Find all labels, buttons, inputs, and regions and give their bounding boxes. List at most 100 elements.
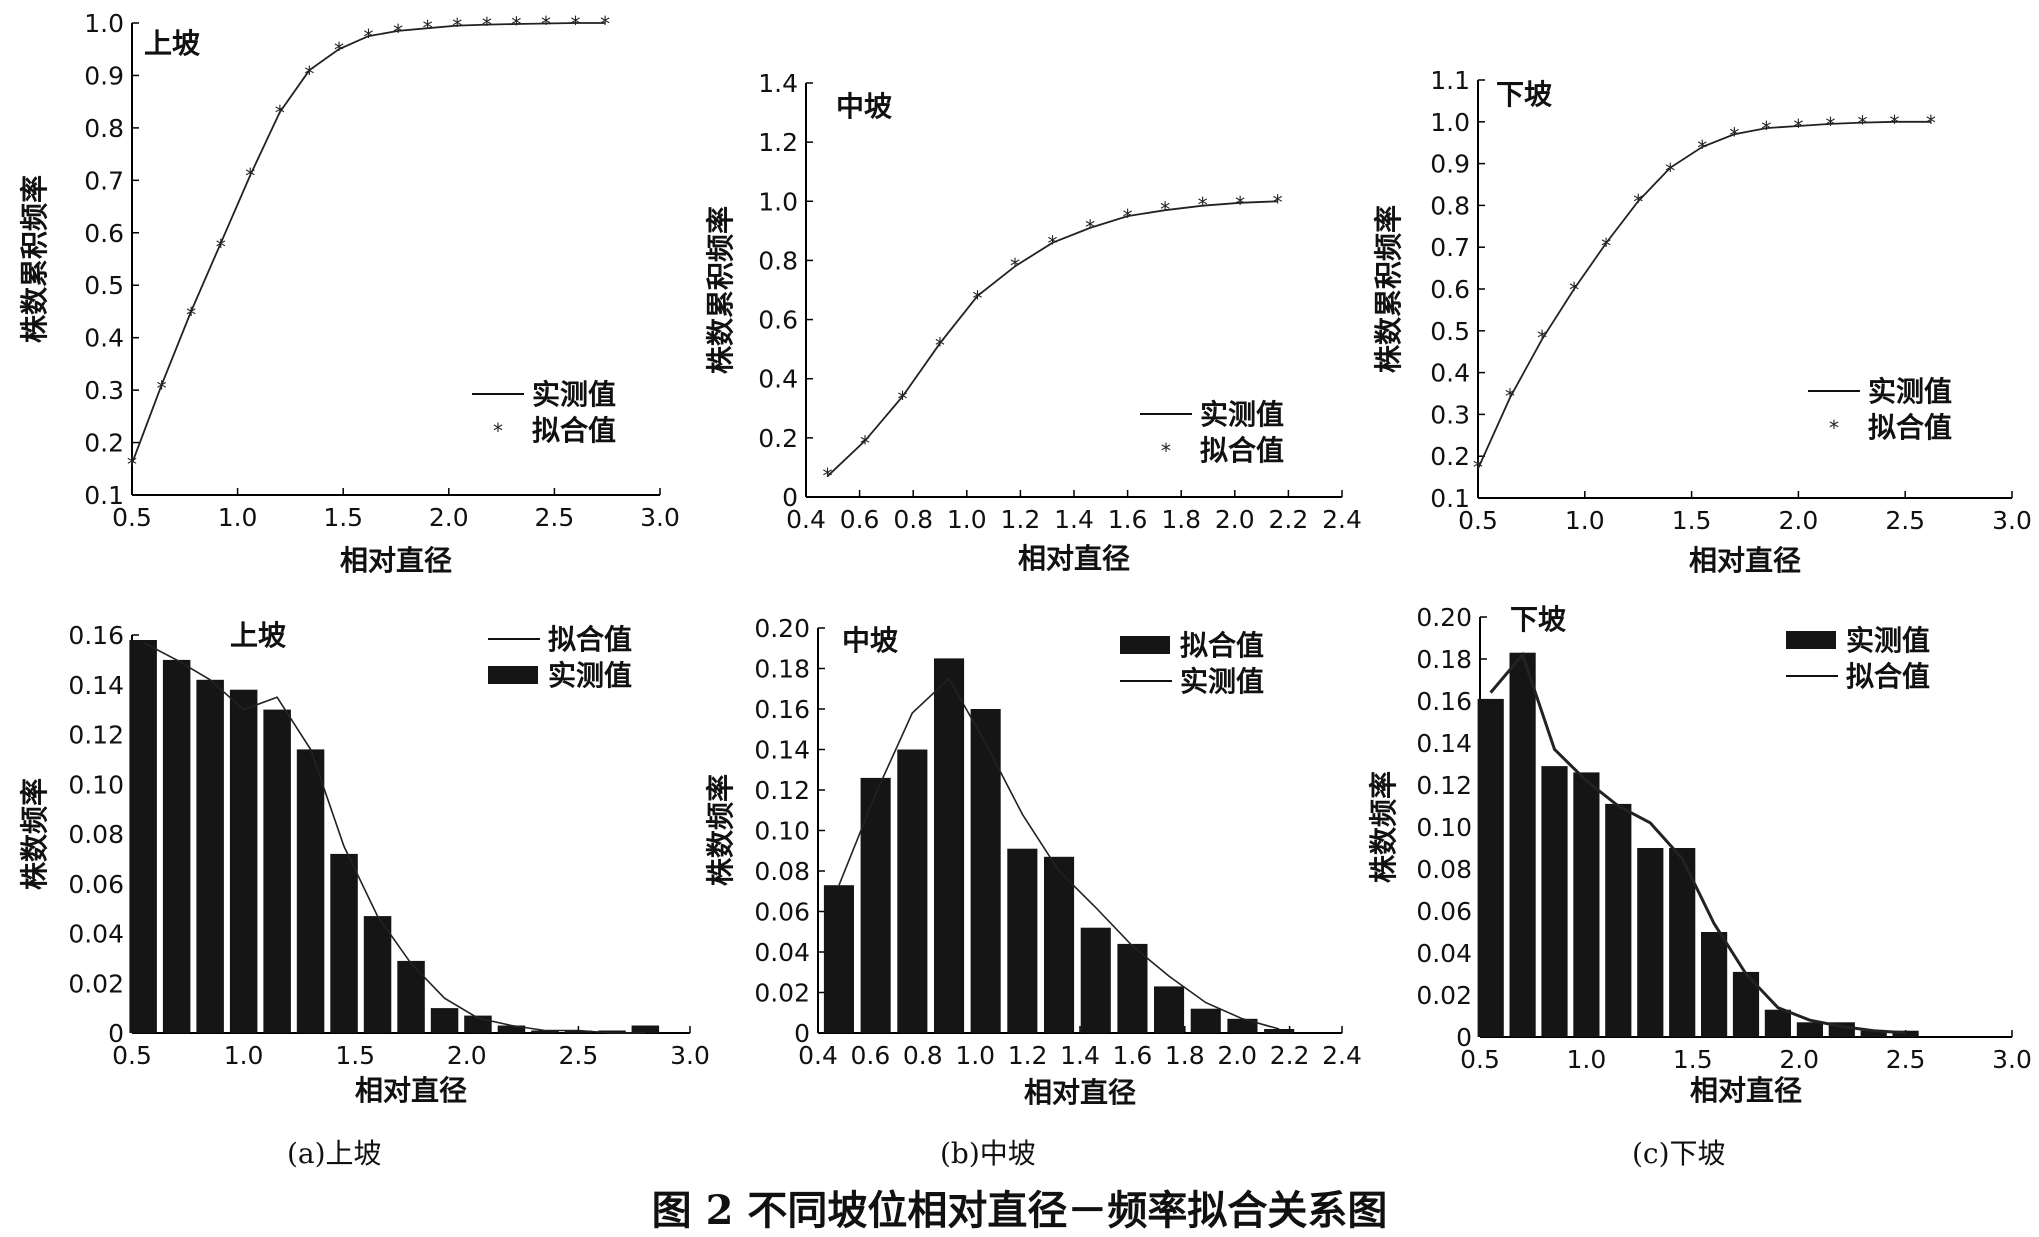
x-tick-label: 1.2 — [1008, 1041, 1048, 1070]
legend-label: 拟合值 — [1868, 411, 1952, 444]
y-tick-label: 0.02 — [1416, 981, 1472, 1010]
bar — [1044, 856, 1075, 1033]
y-tick-label: 0 — [782, 483, 798, 512]
panel-title: 上坡 — [230, 619, 286, 652]
y-tick-label: 0.2 — [1430, 442, 1470, 471]
data-point: * — [1048, 232, 1058, 256]
y-tick-label: 1.0 — [758, 187, 798, 216]
y-tick-label: 0.10 — [1416, 813, 1472, 842]
legend-label: 实测值 — [532, 378, 616, 411]
x-tick-label: 2.5 — [1885, 506, 1925, 535]
x-tick-label: 3.0 — [670, 1041, 710, 1070]
x-tick-label: 1.4 — [1054, 505, 1094, 534]
y-tick-label: 1.2 — [758, 128, 798, 157]
y-tick-label: 1.4 — [758, 69, 798, 98]
data-point: * — [186, 303, 196, 327]
bar — [1892, 1030, 1919, 1037]
data-point: * — [1633, 190, 1643, 214]
y-tick-label: 0.2 — [758, 424, 798, 453]
x-tick-label: 1.5 — [335, 1041, 375, 1070]
bar — [531, 1030, 559, 1033]
legend-label: 实测值 — [1868, 375, 1952, 408]
series-line-拟合值 — [1489, 651, 1906, 1035]
legend-label: 实测值 — [548, 659, 632, 692]
chart-cum-middle: 0.4 0.6 0.8 1.0 1.2 1.4 1.6 1.8 2.0 2.2 2.4 0 0.2 0.4… — [704, 69, 1362, 575]
y-tick-label: 0.4 — [758, 365, 798, 394]
bar — [897, 749, 928, 1033]
x-tick-label: 2.2 — [1269, 505, 1309, 534]
bar — [1796, 1022, 1823, 1037]
x-axis-label: 相对直径 — [1689, 544, 1801, 577]
x-axis-label: 相对直径 — [1024, 1076, 1136, 1109]
legend-label: 拟合值 — [548, 623, 632, 656]
y-tick-label: 0.4 — [84, 324, 124, 353]
data-point: * — [275, 101, 285, 125]
panel-title: 下坡 — [1496, 78, 1552, 111]
subcaption-a: (a)上坡 — [287, 1137, 382, 1170]
bar — [1701, 932, 1728, 1037]
data-point: * — [1010, 254, 1020, 278]
y-tick-label: 0 — [794, 1019, 810, 1048]
bar — [430, 1008, 459, 1033]
subcaption-c: (c)下坡 — [1632, 1137, 1726, 1170]
y-tick-label: 0.06 — [1416, 897, 1472, 926]
y-tick-label: 0.20 — [1416, 603, 1472, 632]
data-point: * — [1273, 190, 1283, 214]
data-point: * — [1697, 136, 1707, 160]
panel-title: 中坡 — [836, 90, 892, 123]
y-tick-label: 0.08 — [754, 857, 810, 886]
data-point: * — [452, 14, 462, 38]
y-tick-label: 0 — [108, 1019, 124, 1048]
x-tick-label: 1.6 — [1113, 1041, 1153, 1070]
data-point: * — [541, 12, 551, 36]
y-tick-label: 0.14 — [1416, 729, 1472, 758]
bar — [1190, 1008, 1221, 1033]
bar — [598, 1030, 626, 1033]
data-point: * — [1857, 112, 1867, 136]
x-tick-label: 2.0 — [1217, 1041, 1257, 1070]
y-tick-label: 0.12 — [68, 721, 124, 750]
y-tick-label: 0.14 — [754, 736, 810, 765]
y-tick-label: 0.04 — [68, 920, 124, 949]
bar — [363, 916, 392, 1033]
panel-title: 上坡 — [144, 27, 200, 60]
x-tick-label: 2.5 — [1886, 1045, 1926, 1074]
y-tick-label: 0.08 — [68, 820, 124, 849]
bar — [1117, 943, 1148, 1033]
x-tick-label: 2.2 — [1270, 1041, 1310, 1070]
x-tick-label: 1.8 — [1161, 505, 1201, 534]
x-tick-label: 1.5 — [1672, 506, 1712, 535]
x-tick-label: 0.5 — [1460, 1045, 1500, 1074]
y-tick-label: 0.10 — [754, 817, 810, 846]
y-tick-label: 0.8 — [758, 246, 798, 275]
chart-freq-upper: 0.5 1.0 1.5 2.0 2.5 3.0 0 0.02 0.04 0.06 0.08 0.10 0… — [18, 619, 710, 1107]
figure-caption: 图 2 不同坡位相对直径－频率拟合关系图 — [651, 1187, 1388, 1234]
y-tick-label: 0.18 — [1416, 645, 1472, 674]
data-point: * — [860, 431, 870, 455]
y-tick-label: 0.5 — [84, 271, 124, 300]
x-tick-label: 2.0 — [1779, 1045, 1819, 1074]
legend-swatch-marker: * — [493, 419, 503, 443]
x-tick-label: 1.8 — [1165, 1041, 1205, 1070]
bar — [1764, 1009, 1791, 1037]
data-point: * — [1505, 385, 1515, 409]
legend: 实测值 * 拟合值 — [472, 378, 616, 447]
x-tick-label: 3.0 — [1992, 506, 2032, 535]
legend-swatch-marker: * — [1161, 439, 1171, 463]
data-point: * — [1926, 111, 1936, 135]
y-axis-label: 株数累积频率 — [704, 206, 737, 374]
y-tick-label: 0.12 — [1416, 771, 1472, 800]
x-tick-label: 1.0 — [947, 505, 987, 534]
y-tick-label: 0.9 — [84, 61, 124, 90]
y-tick-label: 1.1 — [1430, 66, 1470, 95]
bar — [860, 777, 891, 1033]
y-tick-label: 0.10 — [68, 770, 124, 799]
panel-title: 中坡 — [842, 624, 898, 657]
y-tick-label: 0 — [1456, 1023, 1472, 1052]
bar — [263, 709, 291, 1033]
y-axis-label: 株数频率 — [704, 774, 737, 886]
y-tick-label: 0.2 — [84, 429, 124, 458]
legend: 实测值 * 拟合值 — [1140, 398, 1284, 467]
